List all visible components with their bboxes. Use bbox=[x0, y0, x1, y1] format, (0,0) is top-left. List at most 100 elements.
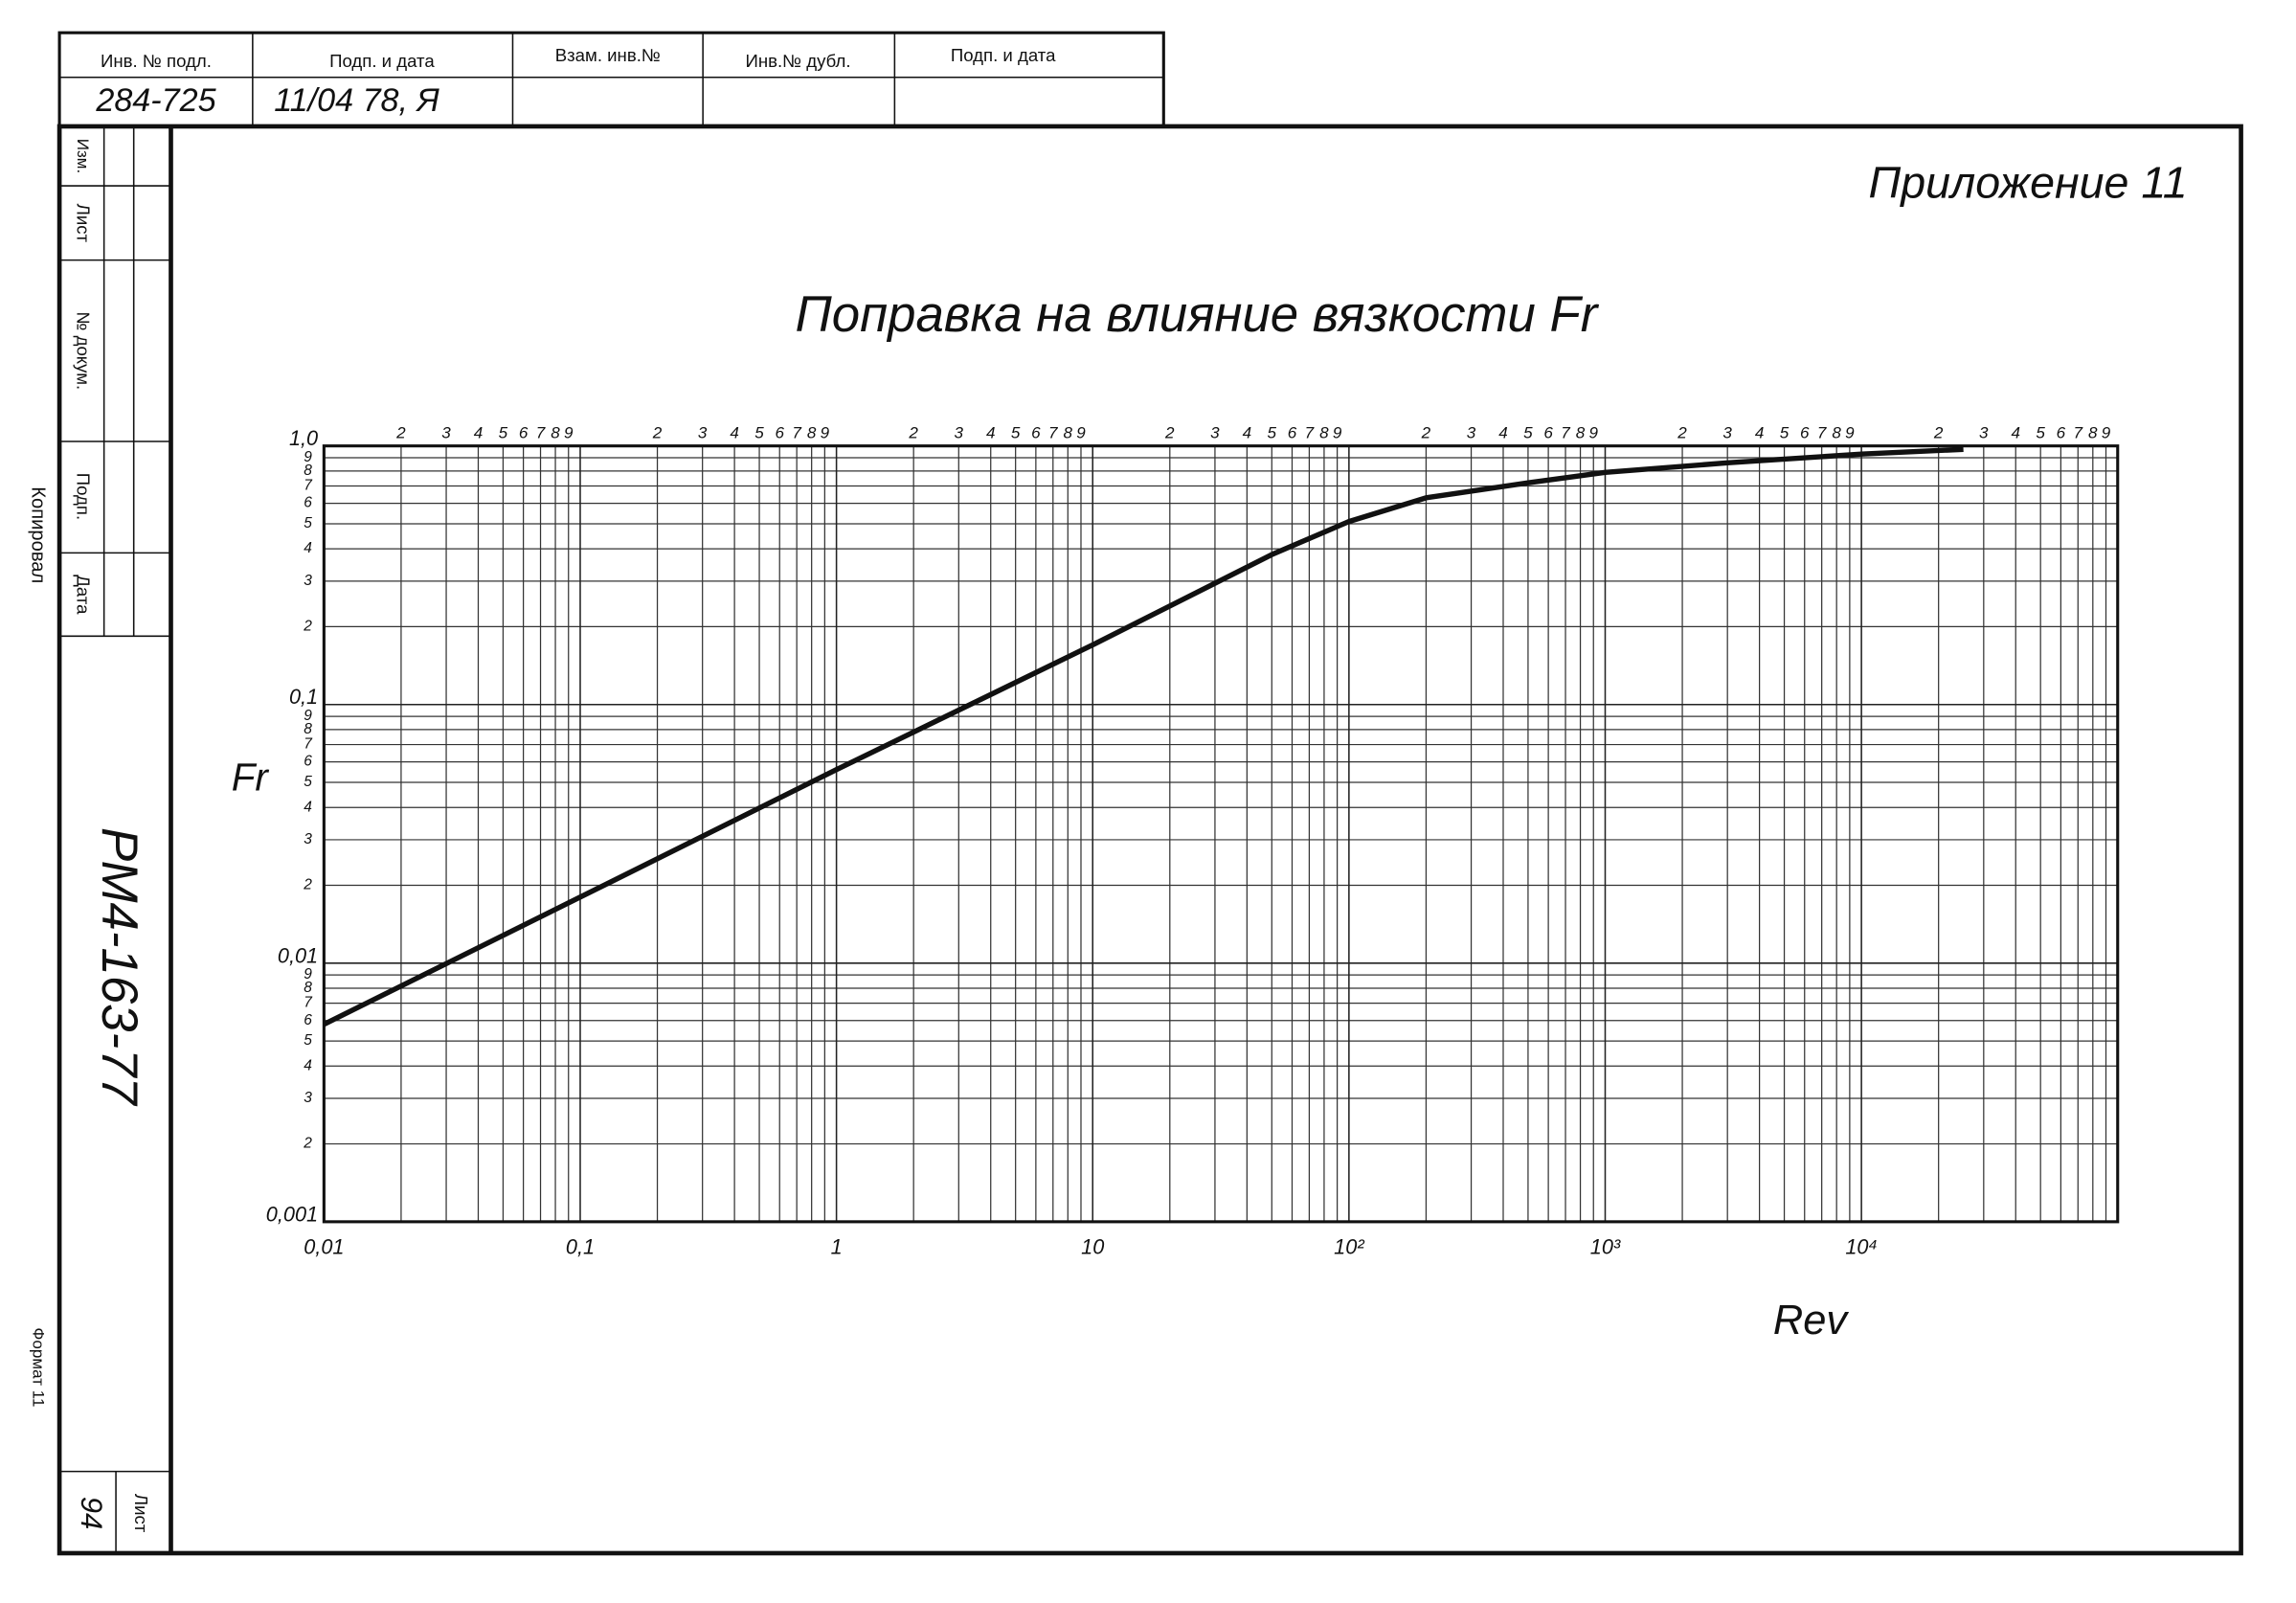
x-minor-label: 7 bbox=[1305, 424, 1316, 442]
y-minor-label: 2 bbox=[303, 619, 312, 635]
x-minor-label: 6 bbox=[1031, 424, 1041, 442]
y-minor-label: 6 bbox=[304, 754, 312, 770]
x-minor-label: 4 bbox=[474, 424, 484, 442]
stamp-value: 284-725 bbox=[95, 82, 216, 119]
y-minor-label: 7 bbox=[304, 478, 313, 494]
doc-code: РМ4-163-77 bbox=[91, 827, 147, 1106]
x-minor-label: 4 bbox=[1755, 424, 1765, 442]
format: Формат 11 bbox=[29, 1327, 47, 1407]
x-minor-label: 9 bbox=[564, 424, 574, 442]
x-minor-label: 6 bbox=[1288, 424, 1297, 442]
stamp-header: Инв. № подл. bbox=[101, 51, 212, 71]
y-axis-label: Fr bbox=[232, 756, 270, 800]
y-minor-label: 7 bbox=[304, 995, 313, 1011]
stamp-header: Взам. инв.№ bbox=[555, 45, 661, 65]
stamp-value: 11/04 78, Я bbox=[274, 82, 439, 119]
y-minor-label: 4 bbox=[304, 1057, 312, 1073]
y-tick-label: 1,0 bbox=[289, 426, 318, 450]
sheet-number: 94 bbox=[75, 1497, 108, 1530]
side-header: Подп. bbox=[73, 473, 93, 520]
x-tick-label: 10⁴ bbox=[1845, 1235, 1878, 1259]
x-minor-label: 8 bbox=[1576, 424, 1586, 442]
stamp-header: Подп. и дата bbox=[951, 45, 1056, 65]
x-minor-label: 6 bbox=[775, 424, 784, 442]
side-header: № докум. bbox=[73, 311, 93, 390]
y-minor-label: 2 bbox=[303, 1136, 312, 1152]
x-minor-label: 8 bbox=[1064, 424, 1073, 442]
x-minor-label: 5 bbox=[1011, 424, 1021, 442]
y-minor-label: 3 bbox=[304, 1090, 312, 1106]
y-minor-label: 8 bbox=[304, 463, 312, 479]
x-minor-label: 9 bbox=[821, 424, 830, 442]
x-minor-label: 7 bbox=[2074, 424, 2084, 442]
side-header: Изм. bbox=[74, 139, 92, 174]
y-tick-label: 0,01 bbox=[278, 943, 318, 967]
x-tick-label: 0,01 bbox=[304, 1235, 344, 1259]
x-minor-label: 6 bbox=[1543, 424, 1553, 442]
x-minor-label: 4 bbox=[2011, 424, 2020, 442]
x-minor-label: 7 bbox=[1048, 424, 1059, 442]
y-minor-label: 6 bbox=[304, 1012, 312, 1028]
x-minor-label: 5 bbox=[499, 424, 508, 442]
x-minor-label: 2 bbox=[1677, 424, 1687, 442]
x-minor-label: 7 bbox=[536, 424, 547, 442]
y-minor-label: 2 bbox=[303, 877, 312, 893]
appendix: Приложение 11 bbox=[1869, 157, 2188, 207]
y-minor-label: 5 bbox=[304, 515, 312, 531]
y-tick-label: 0,001 bbox=[266, 1202, 318, 1226]
curve bbox=[323, 446, 1964, 1027]
x-tick-label: 10 bbox=[1081, 1235, 1104, 1259]
stamp-box bbox=[57, 31, 1165, 128]
y-minor-label: 6 bbox=[304, 495, 312, 511]
plot-border bbox=[322, 444, 2120, 1224]
x-minor-label: 3 bbox=[1467, 424, 1476, 442]
x-minor-label: 9 bbox=[1076, 424, 1086, 442]
y-minor-label: 8 bbox=[304, 980, 312, 996]
x-axis-label: Rev bbox=[1773, 1298, 1850, 1343]
x-tick-label: 10³ bbox=[1590, 1235, 1621, 1259]
x-minor-label: 8 bbox=[551, 424, 560, 442]
chart-title: Поправка на влияние вязкости Fr bbox=[796, 286, 1600, 343]
x-minor-label: 9 bbox=[1845, 424, 1855, 442]
x-minor-label: 5 bbox=[2036, 424, 2045, 442]
x-minor-label: 8 bbox=[1832, 424, 1841, 442]
x-minor-label: 5 bbox=[754, 424, 764, 442]
y-tick-label: 0,1 bbox=[289, 685, 318, 709]
x-minor-label: 8 bbox=[807, 424, 817, 442]
y-minor-label: 4 bbox=[304, 540, 312, 556]
x-minor-label: 6 bbox=[2057, 424, 2066, 442]
y-minor-label: 5 bbox=[304, 1032, 312, 1049]
y-minor-label: 9 bbox=[304, 966, 312, 982]
y-minor-label: 4 bbox=[304, 799, 312, 815]
x-minor-label: 8 bbox=[2088, 424, 2098, 442]
x-minor-label: 4 bbox=[986, 424, 996, 442]
copied: Копировал bbox=[27, 486, 48, 583]
x-minor-label: 3 bbox=[698, 424, 708, 442]
sheet-label: Лист bbox=[131, 1494, 151, 1533]
x-minor-label: 5 bbox=[1780, 424, 1790, 442]
frame bbox=[56, 31, 2243, 1556]
x-minor-label: 2 bbox=[1933, 424, 1944, 442]
x-tick-label: 0,1 bbox=[566, 1235, 595, 1259]
y-minor-label: 8 bbox=[304, 721, 312, 737]
x-minor-label: 3 bbox=[955, 424, 964, 442]
x-minor-label: 9 bbox=[2102, 424, 2111, 442]
y-minor-label: 7 bbox=[304, 736, 313, 753]
x-minor-label: 3 bbox=[1979, 424, 1989, 442]
x-minor-label: 7 bbox=[1561, 424, 1571, 442]
x-tick-label: 10² bbox=[1334, 1235, 1364, 1259]
side-header: Лист bbox=[73, 204, 93, 243]
x-minor-label: 4 bbox=[1498, 424, 1508, 442]
x-minor-label: 2 bbox=[395, 424, 406, 442]
x-minor-label: 2 bbox=[1164, 424, 1175, 442]
y-minor-label: 9 bbox=[304, 708, 312, 724]
x-minor-label: 7 bbox=[1817, 424, 1828, 442]
x-minor-label: 3 bbox=[1722, 424, 1732, 442]
x-minor-label: 6 bbox=[519, 424, 529, 442]
x-minor-label: 6 bbox=[1800, 424, 1810, 442]
y-minor-label: 3 bbox=[304, 573, 312, 589]
x-minor-label: 4 bbox=[1243, 424, 1252, 442]
x-minor-label: 5 bbox=[1523, 424, 1533, 442]
x-minor-label: 5 bbox=[1268, 424, 1277, 442]
